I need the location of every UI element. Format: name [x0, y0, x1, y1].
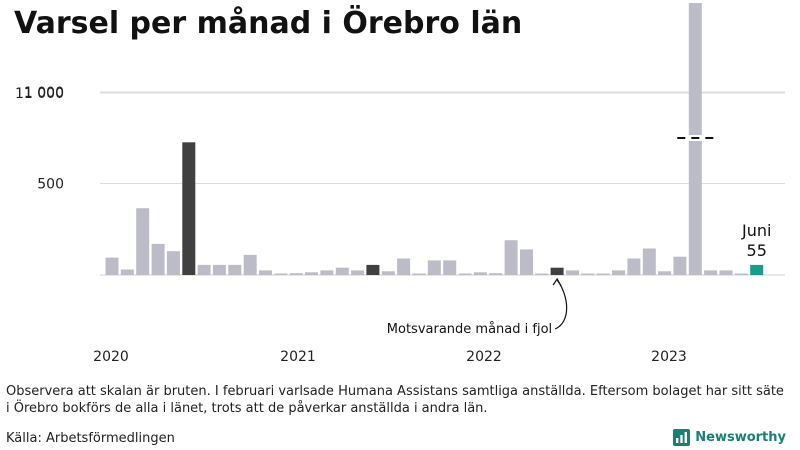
bar-2021-05 — [351, 270, 365, 275]
bar-2021-09 — [412, 273, 426, 275]
brand-name: Newsworthy — [695, 430, 786, 445]
bar-2021-04 — [335, 267, 349, 275]
bar-2021-03 — [320, 270, 334, 275]
bar-2022-05 — [535, 273, 549, 275]
bar-2022-09 — [596, 273, 610, 275]
bar-2021-01 — [289, 273, 303, 275]
bar-2022-04 — [520, 249, 533, 275]
bar-2022-03 — [504, 240, 518, 275]
bar-2021-10 — [427, 260, 441, 275]
current-month-value: 55 — [747, 241, 767, 260]
y-tick-label: 1 000 — [24, 85, 64, 101]
x-tick-label: 2022 — [466, 349, 502, 365]
bar-2021-06 — [366, 264, 380, 275]
x-tick-label: 2020 — [93, 349, 129, 365]
chart-bars — [105, 3, 764, 275]
brand-logo[interactable]: Newsworthy — [673, 429, 786, 446]
x-tick-label: 2023 — [651, 349, 687, 365]
annotation-arrow — [554, 279, 568, 330]
x-axis-labels: 2020 2021 2022 2023 — [93, 349, 687, 365]
bar-2023-05 — [719, 270, 733, 275]
bar-2022-01 — [473, 272, 487, 275]
bar-2022-06 — [550, 267, 564, 275]
current-month-label: Juni — [741, 221, 771, 240]
prev-year-annotation: Motsvarande månad i fjol — [387, 322, 552, 337]
bar-2021-11 — [443, 260, 457, 275]
y-tick-label: 11 000 — [15, 86, 64, 102]
bar-2020-02 — [120, 269, 134, 275]
newsworthy-logo-icon — [673, 429, 691, 446]
bar-2022-08 — [581, 273, 595, 275]
bar-2023-07 — [750, 264, 764, 275]
bar-2020-01 — [105, 257, 119, 275]
bar-2023-02 — [673, 256, 687, 275]
bar-2020-07 — [197, 264, 211, 275]
page-title: Varsel per månad i Örebro län — [14, 6, 523, 41]
bar-2023-01 — [658, 271, 672, 275]
bar-2020-03 — [136, 208, 150, 275]
bar-2020-06 — [182, 142, 196, 275]
bar-2022-10 — [612, 270, 625, 275]
chart-footnote: Observera att skalan är bruten. I februa… — [6, 384, 784, 416]
x-tick-label: 2021 — [280, 349, 316, 365]
bar-2020-04 — [151, 243, 165, 275]
bar-2020-09 — [228, 264, 242, 275]
bar-2022-11 — [627, 258, 641, 275]
bar-2021-08 — [397, 258, 411, 275]
bar-2021-07 — [381, 271, 395, 275]
annotation-arrowhead — [552, 277, 562, 287]
bar-2021-12 — [458, 273, 472, 275]
bar-2020-08 — [212, 264, 226, 275]
bar-2021-02 — [305, 272, 318, 275]
bar-2020-12 — [274, 273, 288, 275]
bar-2022-02 — [489, 273, 503, 275]
bar-2022-12 — [642, 248, 656, 275]
chart-gridlines — [100, 91, 785, 276]
bar-2023-04 — [704, 270, 718, 275]
bar-2023-06 — [734, 273, 748, 275]
y-tick-label: 500 — [37, 177, 64, 193]
bar-2020-11 — [259, 270, 272, 275]
bar-2022-07 — [566, 270, 579, 275]
bar-2020-10 — [243, 254, 257, 275]
source-text: Källa: Arbetsförmedlingen — [6, 431, 175, 446]
bar-2020-05 — [166, 251, 180, 275]
